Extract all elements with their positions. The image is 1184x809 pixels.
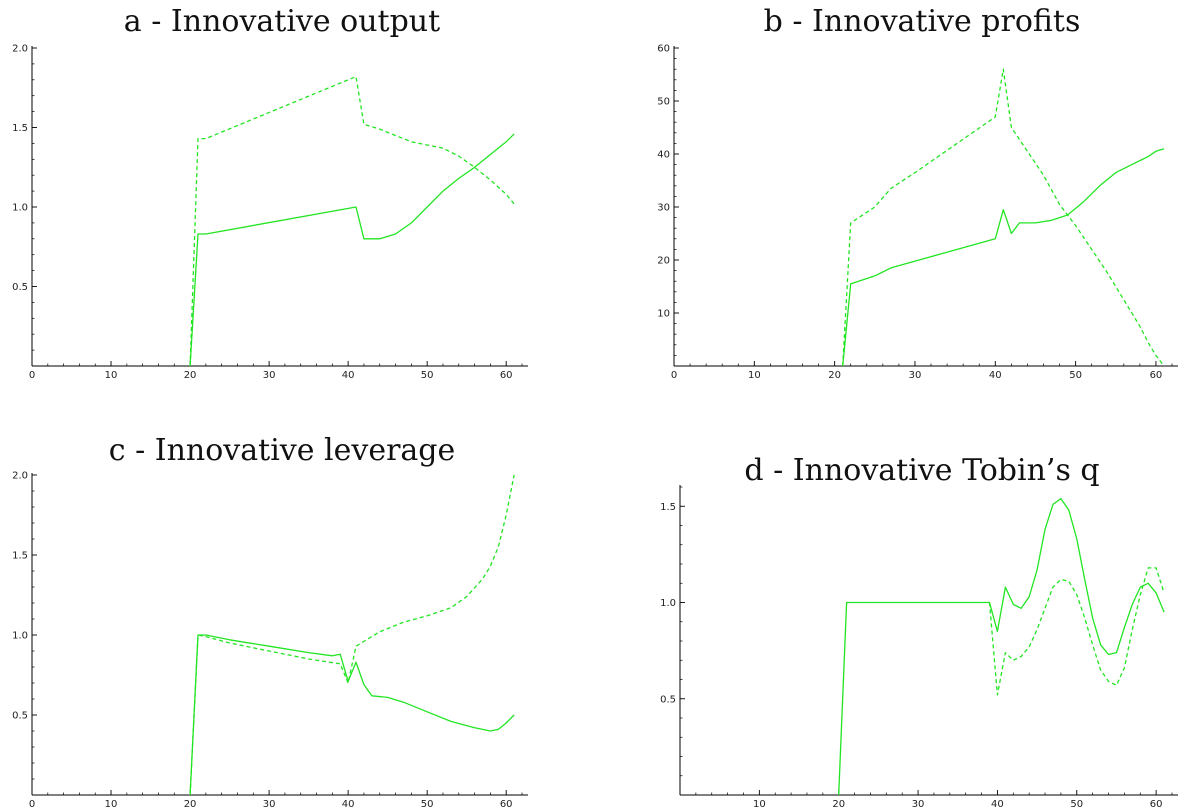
chart-d: 10 20 30 40 50 60 0.5 1.0 1.5 — [660, 485, 1178, 809]
dashed-series-line-c — [189, 474, 515, 796]
x-tick-label-d: 60 — [1150, 799, 1163, 809]
y-tick-label-d: 1.0 — [660, 598, 676, 609]
chart-b: 0 10 20 30 40 50 60 10 20 30 40 50 60 — [657, 44, 1178, 381]
y-tick-label-a: 2.0 — [12, 44, 28, 55]
x-tick-label-c: 50 — [421, 799, 434, 809]
y-tick-label-a: 1.5 — [12, 123, 28, 134]
y-tick-label-b: 50 — [657, 97, 670, 108]
x-tick-label-c: 0 — [29, 799, 35, 809]
x-tick-label-a: 50 — [421, 370, 434, 381]
x-tick-label-d: 10 — [753, 799, 766, 809]
x-tick-label-c: 60 — [500, 799, 513, 809]
x-tick-label-b: 60 — [1150, 370, 1163, 381]
x-tick-label-a: 30 — [263, 370, 276, 381]
y-tick-label-c: 0.5 — [12, 711, 28, 722]
y-tick-label-d: 0.5 — [660, 694, 676, 705]
chart-a: 0 10 20 30 40 50 60 0.5 1.0 1.5 2.0 — [12, 44, 528, 381]
chart-title-c: c - Innovative leverage — [108, 433, 456, 468]
chart-title-b: b - Innovative profits — [763, 4, 1081, 39]
y-tick-label-a: 0.5 — [12, 282, 28, 293]
y-tick-label-b: 60 — [657, 44, 670, 55]
x-tick-label-a: 0 — [29, 370, 35, 381]
dashed-series-line-d — [988, 567, 1165, 696]
dashed-series-line-b — [842, 68, 1165, 367]
x-tick-label-a: 40 — [342, 370, 355, 381]
x-tick-label-a: 60 — [500, 370, 513, 381]
x-tick-label-c: 10 — [105, 799, 118, 809]
solid-series-line-d — [838, 497, 1165, 796]
panel-a: a - Innovative output 0 10 20 30 40 50 60 0.5 1.… — [0, 0, 592, 395]
x-tick-label-b: 10 — [748, 370, 761, 381]
dashed-series-line-a — [189, 75, 515, 367]
x-tick-label-a: 20 — [184, 370, 197, 381]
y-tick-label-b: 10 — [657, 309, 670, 320]
x-tick-label-d: 30 — [912, 799, 925, 809]
chart-title-a: a - Innovative output — [123, 4, 441, 39]
solid-series-line-c — [189, 634, 515, 796]
x-tick-label-d: 20 — [832, 799, 845, 809]
x-tick-label-a: 10 — [105, 370, 118, 381]
x-tick-label-b: 0 — [671, 370, 677, 381]
x-tick-label-b: 40 — [989, 370, 1002, 381]
chart-c: 0 10 20 30 40 50 60 0.5 1.0 1.5 2.0 — [12, 471, 528, 809]
x-tick-label-d: 40 — [991, 799, 1004, 809]
y-tick-label-b: 20 — [657, 256, 670, 267]
x-tick-label-b: 30 — [909, 370, 922, 381]
x-tick-label-c: 40 — [342, 799, 355, 809]
solid-series-line-b — [842, 148, 1165, 367]
y-tick-label-b: 40 — [657, 150, 670, 161]
y-tick-label-c: 1.0 — [12, 631, 28, 642]
panel-d: d - Innovative Tobin’s q 10 20 30 40 50 60 0.5… — [592, 395, 1184, 809]
chart-title-d: d - Innovative Tobin’s q — [744, 453, 1100, 488]
panel-b: b - Innovative profits 0 10 20 30 40 50 60 10 20… — [592, 0, 1184, 395]
y-tick-label-b: 30 — [657, 203, 670, 214]
y-tick-label-c: 1.5 — [12, 551, 28, 562]
solid-series-line-a — [189, 133, 515, 367]
panel-c: c - Innovative leverage 0 10 20 30 40 50 60 0.5… — [0, 395, 592, 809]
y-tick-label-d: 1.5 — [660, 502, 676, 513]
x-tick-label-b: 20 — [828, 370, 841, 381]
y-tick-label-a: 1.0 — [12, 203, 28, 214]
x-tick-label-d: 50 — [1070, 799, 1083, 809]
y-tick-label-c: 2.0 — [12, 471, 28, 482]
x-tick-label-c: 20 — [184, 799, 197, 809]
x-tick-label-b: 50 — [1069, 370, 1082, 381]
x-tick-label-c: 30 — [263, 799, 276, 809]
